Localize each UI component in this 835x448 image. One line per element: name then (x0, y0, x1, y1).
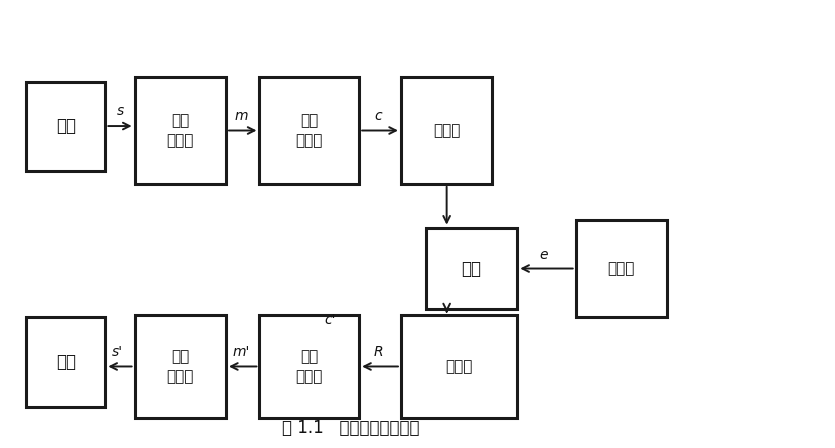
Text: e: e (539, 248, 549, 262)
Text: s: s (117, 104, 124, 118)
Bar (426, 228, 518, 309)
Bar (27, 318, 105, 406)
Text: 信宿: 信宿 (56, 353, 76, 371)
Text: 信源
译码器: 信源 译码器 (167, 349, 194, 384)
Text: R: R (373, 345, 383, 359)
Text: c: c (375, 109, 382, 123)
Text: 信源: 信源 (56, 117, 76, 135)
Bar (260, 315, 359, 418)
Text: s': s' (113, 345, 124, 359)
Text: 图 1.1   数字通信系统模型: 图 1.1 数字通信系统模型 (282, 419, 420, 437)
Text: 噪声源: 噪声源 (608, 261, 635, 276)
Text: 信源
编码器: 信源 编码器 (167, 113, 194, 148)
Bar (401, 315, 518, 418)
Text: 信道
编码器: 信道 编码器 (296, 113, 323, 148)
Text: 解调器: 解调器 (445, 359, 473, 374)
Bar (134, 315, 226, 418)
Bar (575, 220, 667, 318)
Text: 信道: 信道 (462, 259, 482, 277)
Text: m: m (235, 109, 248, 123)
Text: c': c' (324, 313, 336, 327)
Bar (260, 77, 359, 184)
Bar (134, 77, 226, 184)
Text: 信道
译码器: 信道 译码器 (296, 349, 323, 384)
Bar (27, 82, 105, 171)
Text: 调制器: 调制器 (433, 123, 460, 138)
Text: m': m' (232, 345, 250, 359)
Bar (401, 77, 493, 184)
